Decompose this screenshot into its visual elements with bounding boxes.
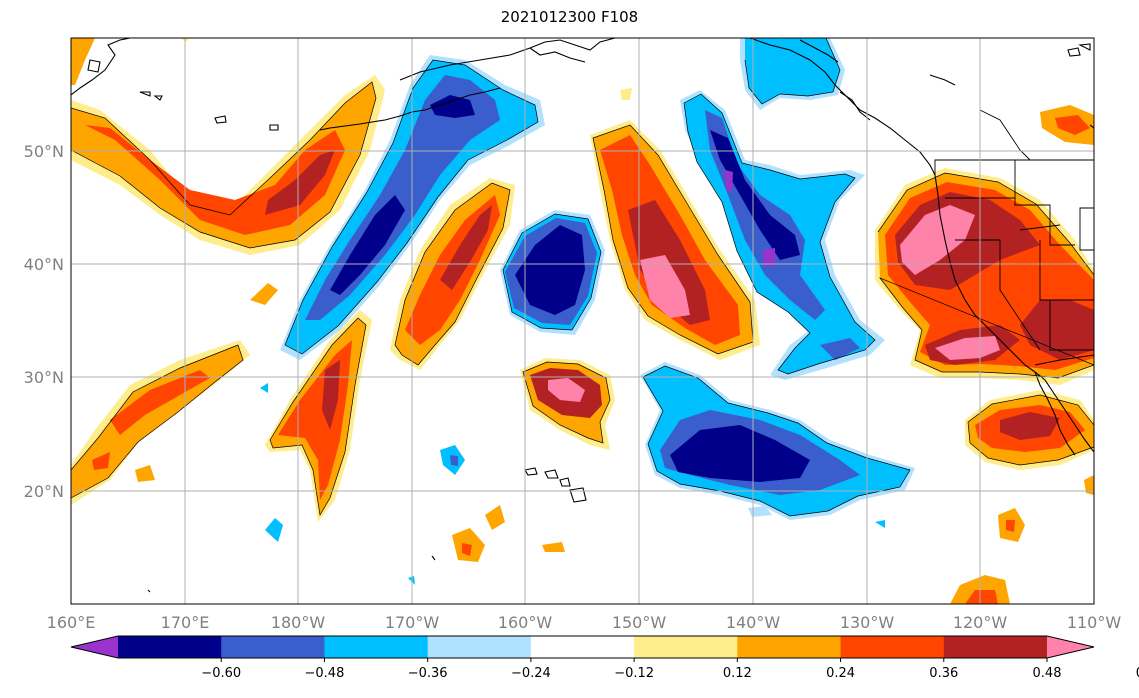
lon-tick-label: 130°W bbox=[840, 613, 895, 632]
colorbar-tick-label: −0.36 bbox=[408, 666, 448, 681]
colorbar-tick-label: 0.24 bbox=[826, 666, 855, 681]
anomaly-blob-small-s10 bbox=[620, 88, 632, 100]
anomaly-blob-small-s6 bbox=[250, 283, 278, 305]
colorbar-tick-label: −0.60 bbox=[201, 666, 241, 681]
colorbar-segment bbox=[221, 636, 325, 658]
colorbar-segment bbox=[840, 636, 945, 658]
anomaly-blob-canada bbox=[1040, 105, 1094, 145]
lon-tick-label: 170°W bbox=[385, 613, 440, 632]
colorbar-tick-label: −0.24 bbox=[511, 666, 551, 681]
colorbar-extend-max bbox=[1047, 636, 1094, 658]
lon-tick-label: 110°W bbox=[1067, 613, 1122, 632]
anomaly-blob-central-west bbox=[390, 178, 515, 370]
anomaly-blob-small-s4 bbox=[998, 508, 1025, 542]
anomaly-blob-sw-band bbox=[71, 340, 250, 505]
anomaly-blob-hawaii-north bbox=[520, 358, 615, 450]
lon-tick-label: 160°E bbox=[47, 613, 96, 632]
colorbar-tick-label: 0.12 bbox=[723, 666, 752, 681]
anomaly-blob-neg-small-2 bbox=[265, 518, 283, 542]
anomaly-blob-central-east bbox=[590, 120, 760, 360]
anomaly-blob-small-s3 bbox=[542, 542, 565, 552]
lat-axis-labels: 20°N 30°N 40°N 50°N bbox=[24, 142, 64, 501]
anomaly-blob-small-s2 bbox=[485, 505, 505, 530]
lon-tick-label: 170°E bbox=[161, 613, 210, 632]
anomaly-blob-neg-alaska bbox=[740, 38, 845, 110]
colorbar-tick-label: 0.48 bbox=[1033, 666, 1062, 681]
anomaly-blob-neg-central bbox=[500, 210, 605, 335]
anomaly-blob-neg-south bbox=[640, 362, 915, 520]
anomaly-blob-corner bbox=[71, 38, 95, 85]
colorbar-tick-label: −0.48 bbox=[305, 666, 345, 681]
lat-tick-label: 20°N bbox=[24, 482, 64, 501]
map-frame bbox=[70, 37, 1095, 605]
anomaly-blob-small-s8 bbox=[1084, 475, 1094, 495]
colorbar-segment bbox=[943, 636, 1048, 658]
colorbar-segment bbox=[324, 636, 429, 658]
colorbar-tick-label: 0.60 bbox=[1136, 666, 1139, 681]
colorbar-segment bbox=[427, 636, 532, 658]
colorbar-extend-min bbox=[71, 636, 118, 658]
anomaly-blob-west-coast bbox=[875, 168, 1094, 385]
anomaly-blob-small-s1 bbox=[452, 528, 485, 562]
anomaly-blob-neg-small-6 bbox=[875, 520, 885, 528]
anomaly-blob-neg-small-3 bbox=[260, 383, 268, 393]
zero-contours bbox=[71, 38, 1094, 517]
lat-tick-label: 50°N bbox=[24, 142, 64, 161]
gridlines bbox=[71, 38, 1094, 604]
colorbar-segment bbox=[530, 636, 635, 658]
lon-tick-label: 180°W bbox=[271, 613, 326, 632]
lon-tick-label: 160°W bbox=[498, 613, 553, 632]
colorbar-tick-label: −0.12 bbox=[614, 666, 654, 681]
map-title: 2021012300 F108 bbox=[500, 8, 639, 26]
anomaly-blob-neg-small-5 bbox=[748, 506, 772, 517]
colorbar-segment bbox=[737, 636, 842, 658]
anomaly-blob-neg-small-1 bbox=[440, 445, 465, 475]
coastlines bbox=[71, 38, 1094, 593]
anomaly-blob-nw-band bbox=[71, 75, 385, 255]
anomaly-blob-neg-east-diagonal bbox=[680, 90, 885, 380]
lon-tick-label: 120°W bbox=[953, 613, 1008, 632]
anomaly-blob-small-s7 bbox=[135, 465, 155, 482]
colorbar-tick-label: 0.36 bbox=[929, 666, 958, 681]
colorbar-segment bbox=[118, 636, 222, 658]
colorbar-outline bbox=[70, 635, 1095, 659]
lon-tick-label: 150°W bbox=[612, 613, 667, 632]
lon-axis-labels: 160°E 170°E 180°W 170°W 160°W 150°W 140°… bbox=[47, 613, 1122, 632]
colorbar-segment bbox=[634, 636, 738, 658]
anomaly-blob-baja bbox=[965, 390, 1094, 470]
lon-tick-label: 140°W bbox=[726, 613, 781, 632]
lat-tick-label: 40°N bbox=[24, 255, 64, 274]
lat-tick-label: 30°N bbox=[24, 368, 64, 387]
